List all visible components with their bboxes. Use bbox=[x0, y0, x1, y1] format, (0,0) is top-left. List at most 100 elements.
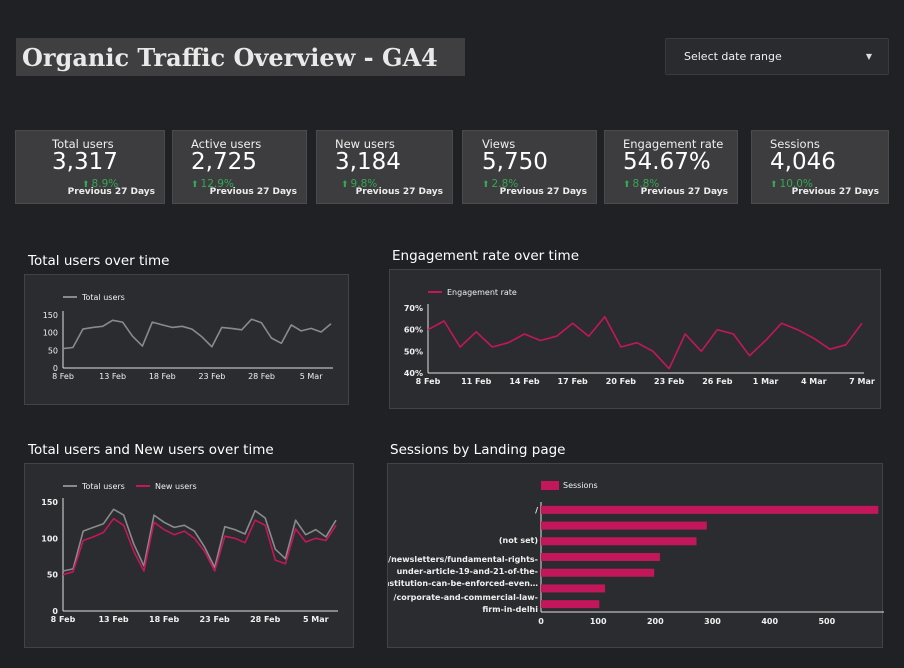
category-label: (not set) bbox=[499, 536, 538, 545]
x-tick-label: 100 bbox=[590, 617, 607, 626]
legend-swatch bbox=[541, 481, 559, 490]
x-tick-label: 23 Feb bbox=[200, 615, 230, 624]
bar-sessions bbox=[541, 584, 606, 593]
kpi-label: Sessions bbox=[770, 137, 820, 151]
category-label: under-article-19-and-21-of-the- bbox=[397, 567, 538, 576]
bar-sessions bbox=[541, 505, 879, 514]
chevron-down-icon: ▼ bbox=[865, 52, 872, 61]
kpi-label: New users bbox=[335, 137, 395, 151]
kpi-comparison-label: Previous 27 Days bbox=[640, 187, 728, 197]
kpi-comparison-label: Previous 27 Days bbox=[355, 187, 443, 197]
x-tick-label: 200 bbox=[647, 617, 664, 626]
kpi-value: 4,046 bbox=[770, 149, 836, 175]
legend-label: Sessions bbox=[563, 481, 598, 490]
engagement-over-time-chart: Engagement rate 40% 50% 60% 70% 8 Feb 11 Feb 14… bbox=[404, 288, 875, 386]
x-tick-label: 1 Mar bbox=[753, 377, 779, 386]
arrow-up-icon: ⬆ bbox=[482, 180, 490, 190]
page-title: Organic Traffic Overview - GA4 bbox=[16, 38, 465, 76]
arrow-up-icon: ⬆ bbox=[623, 180, 631, 190]
arrow-up-icon: ⬆ bbox=[191, 180, 199, 190]
x-tick-label: 400 bbox=[761, 617, 778, 626]
kpi-delta: ⬆ 9.8% bbox=[341, 178, 377, 190]
arrow-up-icon: ⬆ bbox=[82, 180, 90, 190]
arrow-up-icon: ⬆ bbox=[770, 180, 778, 190]
y-tick-label: 100 bbox=[43, 329, 58, 338]
series-line-total-users bbox=[62, 508, 337, 572]
kpi-comparison-label: Previous 27 Days bbox=[791, 187, 879, 197]
category-label: constitution-can-be-enforced-even… bbox=[388, 579, 538, 588]
legend-label: Engagement rate bbox=[447, 288, 517, 297]
bar-sessions bbox=[541, 537, 697, 546]
chart-panel-users-new-users[interactable]: Total users New users 0 50 100 150 8 Feb 13 Feb… bbox=[24, 463, 354, 648]
kpi-value: 2,725 bbox=[191, 149, 257, 175]
date-range-label: Select date range bbox=[684, 50, 782, 63]
x-tick-label: 7 Mar bbox=[849, 377, 875, 386]
x-tick-label: 8 Feb bbox=[416, 377, 441, 386]
legend-label: New users bbox=[155, 482, 197, 491]
kpi-delta-value: 8.8% bbox=[632, 178, 660, 190]
y-tick-label: 50 bbox=[47, 571, 59, 580]
kpi-comparison-label: Previous 27 Days bbox=[499, 187, 587, 197]
kpi-card-total-users[interactable]: Total users 3,317 ⬆ 8.9% Previous 27 Days bbox=[15, 130, 165, 204]
x-tick-label: 18 Feb bbox=[149, 615, 179, 624]
category-label: / bbox=[535, 506, 538, 515]
kpi-delta: ⬆ 2.8% bbox=[482, 178, 518, 190]
kpi-delta: ⬆ 8.8% bbox=[623, 178, 659, 190]
bar-sessions bbox=[541, 568, 655, 577]
chart-panel-users-over-time[interactable]: Total users 0 50 100 150 8 Feb 13 Feb 18 Feb 23 … bbox=[24, 274, 349, 405]
sessions-landing-chart: Sessions / (not set) /newsletters/fundament… bbox=[388, 481, 884, 626]
x-tick-label: 26 Feb bbox=[702, 377, 732, 386]
category-label: firm-in-delhi bbox=[482, 605, 538, 614]
y-tick-label: 50% bbox=[404, 347, 423, 356]
section-title-users-new-users: Total users and New users over time bbox=[28, 442, 274, 458]
y-tick-label: 100 bbox=[41, 534, 58, 543]
x-tick-label: 500 bbox=[818, 617, 835, 626]
y-tick-label: 70% bbox=[404, 304, 423, 313]
x-tick-label: 13 Feb bbox=[99, 372, 126, 381]
kpi-comparison-label: Previous 27 Days bbox=[209, 187, 297, 197]
y-tick-label: 150 bbox=[43, 311, 58, 320]
x-tick-label: 23 Feb bbox=[654, 377, 684, 386]
kpi-value: 5,750 bbox=[482, 149, 548, 175]
kpi-card-engagement-rate[interactable]: Engagement rate 54.67% ⬆ 8.8% Previous 27… bbox=[604, 130, 738, 204]
y-tick-label: 0 bbox=[53, 364, 58, 373]
kpi-card-views[interactable]: Views 5,750 ⬆ 2.8% Previous 27 Days bbox=[462, 130, 597, 204]
kpi-label: Views bbox=[482, 137, 516, 151]
x-tick-label: 14 Feb bbox=[509, 377, 539, 386]
category-label: /corporate-and-commercial-law- bbox=[394, 593, 538, 602]
bar-sessions bbox=[541, 553, 660, 561]
x-tick-label: 11 Feb bbox=[461, 377, 491, 386]
kpi-label: Total users bbox=[52, 137, 114, 151]
section-title-users-over-time: Total users over time bbox=[28, 253, 170, 269]
kpi-delta: ⬆ 8.9% bbox=[82, 178, 118, 190]
chart-panel-engagement-over-time[interactable]: Engagement rate 40% 50% 60% 70% 8 Feb 11 Feb 14… bbox=[389, 269, 881, 409]
y-tick-label: 60% bbox=[404, 326, 423, 335]
chart-panel-sessions-landing[interactable]: Sessions / (not set) /newsletters/fundament… bbox=[387, 463, 884, 648]
legend-label: Total users bbox=[81, 293, 125, 302]
y-tick-label: 0 bbox=[52, 607, 58, 616]
kpi-label: Active users bbox=[191, 137, 262, 151]
x-tick-label: 28 Feb bbox=[250, 615, 280, 624]
x-tick-label: 4 Mar bbox=[801, 377, 827, 386]
series-line-new-users bbox=[62, 517, 337, 576]
date-range-select[interactable]: Select date range ▼ bbox=[665, 38, 889, 75]
kpi-delta-value: 2.8% bbox=[491, 178, 519, 190]
kpi-value: 3,184 bbox=[335, 149, 401, 175]
y-tick-label: 50 bbox=[48, 346, 58, 355]
kpi-delta-value: 10.0% bbox=[779, 178, 813, 190]
x-tick-label: 28 Feb bbox=[248, 372, 275, 381]
kpi-label: Engagement rate bbox=[623, 137, 724, 151]
series-line-engagement-rate bbox=[427, 315, 863, 370]
bar-sessions bbox=[541, 600, 600, 609]
kpi-card-new-users[interactable]: New users 3,184 ⬆ 9.8% Previous 27 Days bbox=[316, 130, 453, 204]
x-tick-label: 5 Mar bbox=[300, 372, 323, 381]
kpi-card-active-users[interactable]: Active users 2,725 ⬆ 12.9% Previous 27 Da… bbox=[172, 130, 307, 204]
legend-label: Total users bbox=[81, 482, 125, 491]
arrow-up-icon: ⬆ bbox=[341, 180, 349, 190]
users-new-users-chart: Total users New users 0 50 100 150 8 Feb 13 Feb… bbox=[41, 482, 338, 624]
series-line-total-users bbox=[62, 318, 332, 350]
bar-sessions bbox=[541, 521, 707, 530]
y-tick-label: 40% bbox=[404, 369, 423, 378]
users-over-time-chart: Total users 0 50 100 150 8 Feb 13 Feb 18 Feb 23 … bbox=[43, 293, 333, 381]
kpi-card-sessions[interactable]: Sessions 4,046 ⬆ 10.0% Previous 27 Days bbox=[751, 130, 889, 204]
